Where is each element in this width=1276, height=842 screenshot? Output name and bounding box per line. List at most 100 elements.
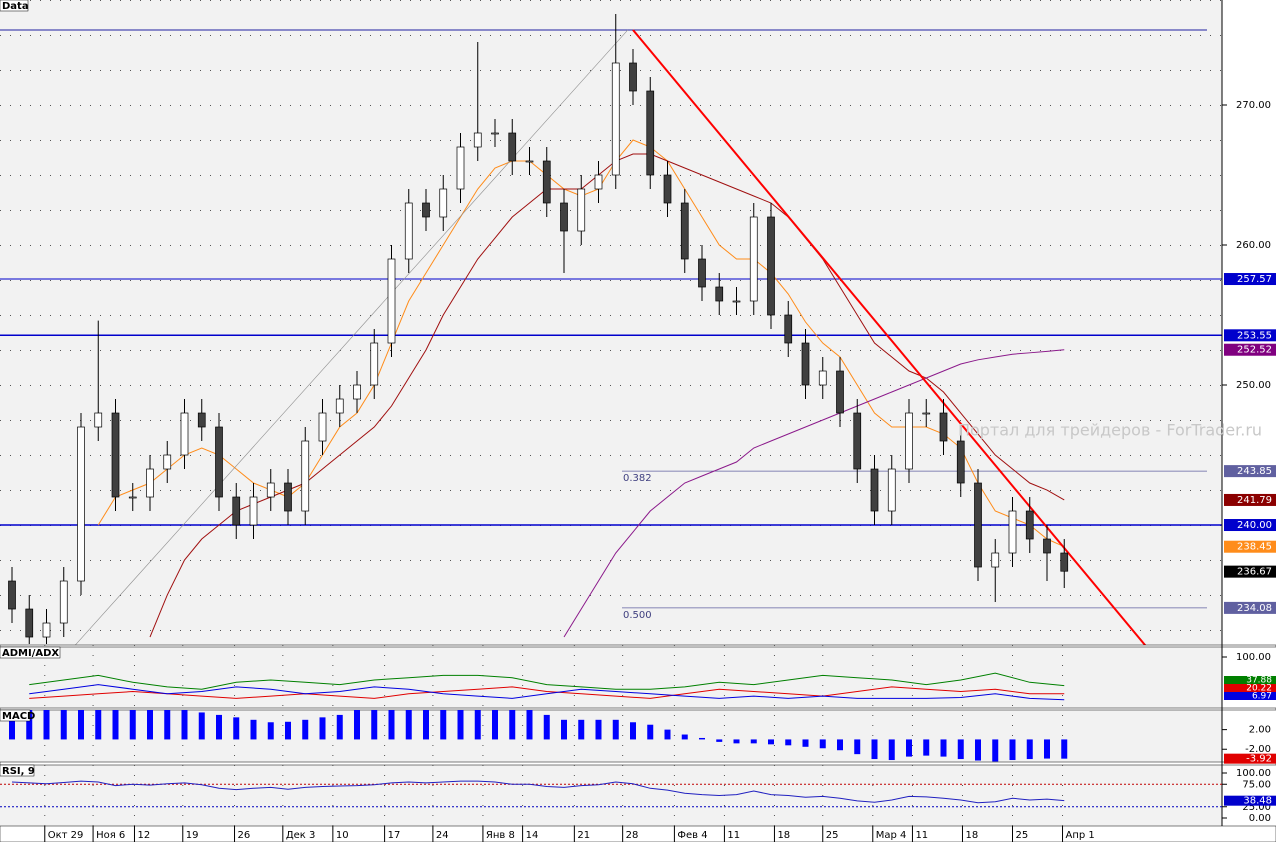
- price-label-bg: [1224, 565, 1276, 578]
- candle-body: [232, 496, 241, 526]
- y-tick-label: 2.00: [1249, 725, 1271, 736]
- candle-body: [680, 202, 689, 260]
- x-tick-label: 12: [137, 830, 150, 841]
- y-tick-label: 25.00: [1242, 802, 1271, 813]
- price-label-bg: [1224, 601, 1276, 614]
- macd-bar: [336, 714, 343, 740]
- macd-bar: [647, 724, 654, 740]
- x-tick-label: 25: [1016, 830, 1029, 841]
- watermark: Портал для трейдеров - ForTrader.ru: [958, 421, 1262, 440]
- macd-bar: [578, 719, 585, 740]
- macd-bar: [267, 722, 274, 740]
- candle-body: [594, 174, 603, 190]
- price-label-bg: [1224, 493, 1276, 506]
- candle-body: [491, 132, 499, 135]
- candle-body: [335, 398, 344, 414]
- macd-bar: [405, 710, 412, 740]
- macd-bar: [957, 739, 964, 760]
- price-label: 243.85: [1237, 466, 1272, 477]
- pane-title-bg: [0, 764, 35, 777]
- candle-body: [767, 216, 775, 316]
- candle-body: [284, 482, 292, 512]
- x-tick-label: 14: [526, 830, 539, 841]
- macd-bar: [612, 719, 619, 740]
- macd-bar: [716, 739, 723, 742]
- macd-bar: [474, 710, 481, 740]
- candle-body: [25, 608, 34, 638]
- candle-body: [542, 160, 551, 204]
- x-tick-label: 17: [388, 830, 401, 841]
- price-label-bg: [1224, 753, 1276, 764]
- candle-body: [439, 188, 448, 218]
- macd-bar: [888, 739, 895, 761]
- candle-body: [836, 370, 844, 414]
- x-tick-label: 24: [436, 830, 449, 841]
- macd-bar: [388, 710, 395, 740]
- line-series: [29, 686, 1065, 699]
- candle-body: [732, 300, 741, 303]
- pane-title-bg: [0, 0, 29, 12]
- candle-body: [887, 468, 896, 512]
- macd-bar: [940, 739, 947, 757]
- x-tick-label: 11: [915, 830, 928, 841]
- candle-body: [387, 258, 396, 344]
- macd-bar: [233, 717, 240, 740]
- x-tick-label: Апр 1: [1066, 830, 1095, 841]
- macd-bar: [681, 734, 688, 740]
- candle-body: [749, 216, 758, 302]
- macd-bar: [216, 714, 222, 740]
- y-tick-label: 270.00: [1236, 100, 1271, 111]
- price-label: 252.52: [1237, 345, 1272, 356]
- macd-bar: [785, 739, 792, 746]
- candle-body: [715, 286, 724, 302]
- candle-body: [163, 454, 172, 470]
- line-series: [563, 349, 1065, 638]
- price-label-bg: [1224, 676, 1276, 684]
- line-series: [29, 672, 1065, 690]
- candle-body: [77, 426, 85, 582]
- price-label: 234.08: [1237, 603, 1272, 614]
- macd-bar: [319, 717, 326, 740]
- x-tick-label: 25: [826, 830, 839, 841]
- macd-bar: [60, 710, 67, 740]
- candle-body: [111, 412, 120, 498]
- candle-body: [1043, 538, 1051, 554]
- candle-body: [853, 412, 862, 470]
- candle-body: [353, 384, 361, 400]
- price-label-bg: [1224, 795, 1276, 806]
- macd-bar: [95, 710, 102, 740]
- macd-bar: [1044, 739, 1050, 759]
- macd-bar: [768, 739, 774, 745]
- x-tick-label: Дек 3: [286, 830, 316, 841]
- candle-body: [939, 412, 948, 442]
- candle-body: [266, 482, 275, 498]
- x-tick-label: 21: [577, 830, 590, 841]
- macd-bar: [802, 739, 809, 747]
- macd-bar: [423, 710, 429, 740]
- macd-bar: [923, 739, 930, 756]
- candle-body: [956, 440, 965, 484]
- pane-title-bg: [0, 709, 31, 722]
- y-tick-label: 260.00: [1236, 240, 1271, 251]
- macd-bar: [975, 739, 981, 761]
- price-label: 238.45: [1237, 542, 1272, 553]
- macd-bar: [1061, 739, 1068, 759]
- macd-bar: [457, 710, 464, 740]
- macd-bar: [285, 721, 291, 740]
- candle-body: [870, 468, 879, 512]
- macd-bar: [371, 710, 378, 740]
- price-label-bg: [1224, 540, 1276, 553]
- candle-body: [508, 132, 517, 162]
- candle-body: [1060, 552, 1069, 572]
- macd-bar: [181, 710, 188, 740]
- x-tick-label: 18: [777, 830, 790, 841]
- x-tick-label: 28: [626, 830, 639, 841]
- macd-bar: [112, 710, 119, 740]
- candle-body: [146, 468, 154, 498]
- candle-body: [991, 552, 1000, 568]
- macd-bar: [492, 710, 498, 740]
- pane-separator: [0, 644, 1276, 648]
- macd-bar: [630, 722, 636, 740]
- price-label-bg: [1224, 343, 1276, 356]
- candle-body: [560, 202, 568, 232]
